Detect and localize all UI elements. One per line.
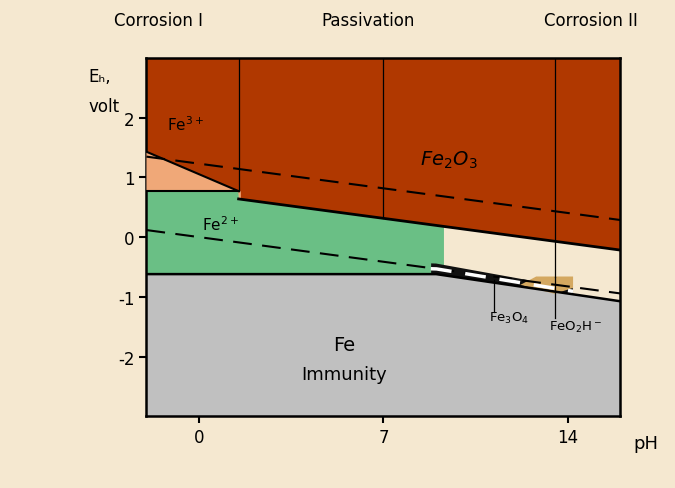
Text: volt: volt <box>88 98 119 116</box>
Polygon shape <box>146 192 444 276</box>
Text: Fe: Fe <box>333 335 355 354</box>
Text: Passivation: Passivation <box>321 12 414 30</box>
Polygon shape <box>520 277 573 294</box>
Text: Fe$_3$O$_4$: Fe$_3$O$_4$ <box>489 310 529 325</box>
Text: Fe$^{3+}$: Fe$^{3+}$ <box>167 115 205 134</box>
Polygon shape <box>146 275 620 416</box>
Text: pH: pH <box>634 434 659 452</box>
Polygon shape <box>431 264 573 295</box>
Polygon shape <box>146 59 620 250</box>
Text: Corrosion I: Corrosion I <box>114 12 203 30</box>
Text: Fe$_2$O$_3$: Fe$_2$O$_3$ <box>421 149 478 171</box>
Text: Corrosion II: Corrosion II <box>543 12 638 30</box>
Text: Immunity: Immunity <box>301 366 387 384</box>
Text: Eₕ,: Eₕ, <box>88 68 111 86</box>
Text: Fe$^{2+}$: Fe$^{2+}$ <box>202 215 239 234</box>
Text: FeO$_2$H$^-$: FeO$_2$H$^-$ <box>549 320 603 334</box>
Polygon shape <box>146 59 241 200</box>
